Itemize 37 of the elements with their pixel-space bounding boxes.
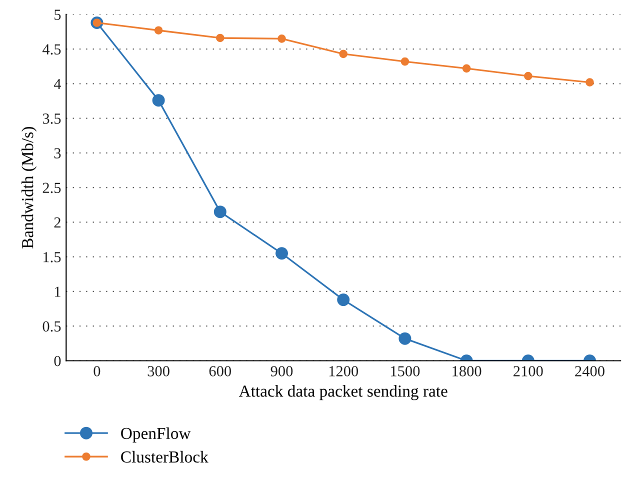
x-tick-label: 900 xyxy=(270,366,293,376)
y-axis-title: Bandwidth (Mb/s) xyxy=(22,126,37,248)
y-tick-label: 1.5 xyxy=(44,252,61,262)
point xyxy=(152,94,165,107)
point xyxy=(214,206,226,218)
y-tick-label: 3 xyxy=(54,148,61,158)
x-tick-label: 2400 xyxy=(575,366,604,376)
x-tick-label: 1500 xyxy=(391,366,420,376)
point xyxy=(462,64,471,73)
y-tick-label: 4 xyxy=(54,78,62,89)
x-tick-label: 0 xyxy=(94,366,100,376)
point xyxy=(278,34,286,43)
x-tick-label: 300 xyxy=(148,366,170,376)
point xyxy=(339,50,348,58)
y-tick-label: 4.5 xyxy=(42,44,61,55)
point xyxy=(337,294,350,306)
y-tick-label: 5 xyxy=(54,10,61,20)
y-tick-label: 1 xyxy=(54,286,60,297)
x-tick-label: 1200 xyxy=(329,366,358,376)
x-tick-label: 1800 xyxy=(452,366,482,376)
y-tick-label: 3.5 xyxy=(42,114,61,124)
legend-label: ClusterBlock xyxy=(121,450,208,463)
point xyxy=(398,332,412,345)
y-tick-label: 2 xyxy=(54,217,60,228)
point xyxy=(524,72,532,80)
y-tick-label: 2.5 xyxy=(42,182,61,194)
x-tick-label: 600 xyxy=(209,366,232,376)
point xyxy=(216,34,224,42)
point xyxy=(154,26,163,35)
point xyxy=(276,247,288,260)
x-tick-label: 2100 xyxy=(514,366,543,376)
y-tick-label: 0.5 xyxy=(42,321,61,332)
point xyxy=(586,78,594,86)
x-axis-title: Attack data packet sending rate xyxy=(238,385,448,400)
y-tick-label: 0 xyxy=(54,356,61,366)
point xyxy=(400,57,410,66)
legend-label: OpenFlow xyxy=(121,427,191,442)
